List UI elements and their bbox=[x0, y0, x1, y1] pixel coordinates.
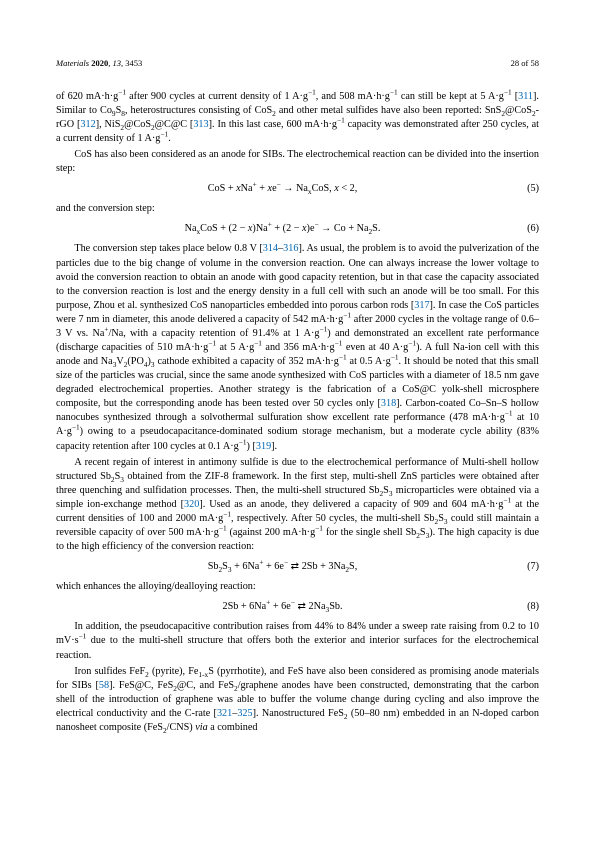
eq6-body: NaxCoS + (2 − x)Na+ + (2 − x)e− → Co + N… bbox=[56, 222, 509, 236]
paragraph-3: and the conversion step: bbox=[56, 202, 539, 216]
ref-311[interactable]: 311 bbox=[518, 91, 533, 102]
ref-314[interactable]: 314 bbox=[263, 243, 278, 254]
ref-320[interactable]: 320 bbox=[184, 499, 199, 510]
paragraph-7: In addition, the pseudocapacitive contri… bbox=[56, 620, 539, 662]
journal-year: 2020 bbox=[91, 58, 108, 68]
ref-321[interactable]: 321 bbox=[217, 708, 232, 719]
equation-7: Sb2S3 + 6Na+ + 6e− ⇄ 2Sb + 3Na2S, (7) bbox=[56, 560, 539, 574]
eq7-body: Sb2S3 + 6Na+ + 6e− ⇄ 2Sb + 3Na2S, bbox=[56, 560, 509, 574]
paragraph-4: The conversion step takes place below 0.… bbox=[56, 242, 539, 453]
paragraph-2: CoS has also been considered as an anode… bbox=[56, 148, 539, 176]
equation-5: CoS + xNa+ + xe− → NaxCoS, x < 2, (5) bbox=[56, 182, 539, 196]
ref-316[interactable]: 316 bbox=[283, 243, 298, 254]
ref-58[interactable]: 58 bbox=[99, 680, 109, 691]
eq8-body: 2Sb + 6Na+ + 6e− ⇄ 2Na3Sb. bbox=[56, 600, 509, 614]
journal-name: Materials bbox=[56, 58, 89, 68]
paragraph-6: which enhances the alloying/dealloying r… bbox=[56, 580, 539, 594]
eq6-num: (6) bbox=[509, 222, 539, 236]
page-number: 28 of 58 bbox=[511, 58, 539, 70]
ref-319[interactable]: 319 bbox=[256, 441, 271, 452]
paragraph-1: of 620 mA·h·g−1 after 900 cycles at curr… bbox=[56, 90, 539, 146]
eq7-num: (7) bbox=[509, 560, 539, 574]
eq5-body: CoS + xNa+ + xe− → NaxCoS, x < 2, bbox=[56, 182, 509, 196]
ref-312[interactable]: 312 bbox=[80, 119, 95, 130]
page-header: Materials 2020, 13, 3453 28 of 58 bbox=[56, 58, 539, 70]
equation-6: NaxCoS + (2 − x)Na+ + (2 − x)e− → Co + N… bbox=[56, 222, 539, 236]
ref-313[interactable]: 313 bbox=[193, 119, 208, 130]
eq5-num: (5) bbox=[509, 182, 539, 196]
page-content: Materials 2020, 13, 3453 28 of 58 of 620… bbox=[0, 0, 595, 793]
equation-8: 2Sb + 6Na+ + 6e− ⇄ 2Na3Sb. (8) bbox=[56, 600, 539, 614]
ref-318[interactable]: 318 bbox=[381, 398, 396, 409]
eq8-num: (8) bbox=[509, 600, 539, 614]
journal-issue: 13 bbox=[112, 58, 121, 68]
article-num: 3453 bbox=[125, 58, 142, 68]
paragraph-8: Iron sulfides FeF2 (pyrite), Fe1-xS (pyr… bbox=[56, 665, 539, 735]
paragraph-5: A recent regain of interest in antimony … bbox=[56, 456, 539, 555]
header-left: Materials 2020, 13, 3453 bbox=[56, 58, 142, 70]
ref-325[interactable]: 325 bbox=[237, 708, 252, 719]
ref-317[interactable]: 317 bbox=[414, 300, 429, 311]
